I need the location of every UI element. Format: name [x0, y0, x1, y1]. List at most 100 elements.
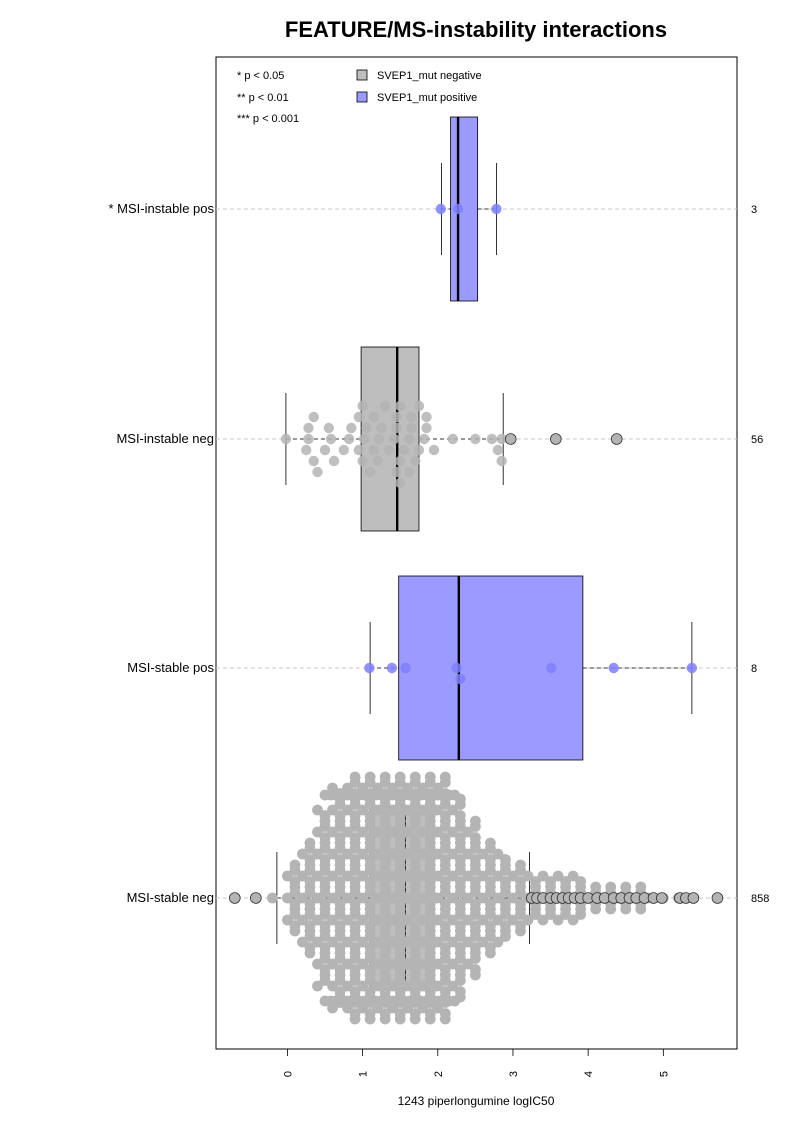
data-point: [454, 843, 466, 854]
data-point: [462, 892, 474, 904]
data-point: [357, 980, 369, 992]
group-labels: * MSI-instable pos 3 MSI-instable neg 56 MSI…: [109, 201, 770, 905]
x-axis: 0 1 2 3 4 5: [282, 1048, 670, 1077]
data-point: [282, 914, 293, 926]
data-point: [424, 854, 436, 865]
data-point: [327, 804, 338, 816]
data-point: [439, 832, 451, 843]
data-point: [394, 865, 406, 876]
data-point: [492, 936, 504, 948]
x-tick-label: 3: [508, 1071, 520, 1077]
group-count: 56: [751, 434, 763, 446]
data-point: [469, 942, 481, 953]
data-point: [394, 1008, 406, 1019]
data-point: [485, 876, 496, 887]
data-point: [364, 898, 376, 909]
data-point: [409, 931, 421, 942]
data-point: [507, 892, 519, 904]
data-point: [435, 203, 446, 215]
data-point: [424, 953, 436, 964]
data-point: [342, 980, 353, 992]
data-point: [349, 777, 361, 788]
data-point: [486, 433, 498, 445]
data-point: [447, 804, 459, 816]
data-point: [394, 909, 406, 920]
data-point: [409, 975, 421, 986]
data-point: [312, 870, 323, 882]
data-point: [334, 799, 346, 810]
data-point: [364, 821, 376, 832]
data-point: [327, 980, 338, 992]
data-point: [469, 887, 481, 898]
data-point: [409, 832, 421, 843]
data-point: [349, 887, 361, 898]
data-point: [297, 870, 308, 882]
data-point: [289, 887, 301, 898]
data-point: [424, 975, 436, 986]
data-point: [439, 777, 451, 788]
data-point: [379, 931, 391, 942]
legend-label-positive: SVEP1_mut positive: [377, 92, 477, 104]
data-point: [357, 804, 369, 816]
data-point: [358, 433, 370, 445]
data-point: [297, 892, 308, 904]
data-point: [379, 400, 391, 412]
data-point: [500, 920, 511, 931]
data-point: [379, 986, 391, 997]
data-point: [469, 964, 481, 975]
data-point: [413, 444, 425, 456]
data-point: [447, 848, 459, 860]
data-point: [545, 876, 556, 887]
data-point: [319, 887, 331, 898]
data-point: [304, 942, 316, 953]
data-point: [485, 909, 496, 920]
data-point: [432, 936, 444, 948]
data-point: [409, 986, 421, 997]
data-point: [439, 975, 451, 986]
data-point: [447, 958, 459, 970]
data-point: [364, 799, 376, 810]
data-point: [507, 870, 519, 882]
data-point: [364, 964, 376, 975]
data-point: [297, 848, 308, 860]
data-point: [376, 422, 387, 434]
data-point: [391, 466, 402, 478]
legend-label-negative: SVEP1_mut negative: [377, 70, 482, 82]
data-point: [349, 876, 361, 887]
data-point: [492, 444, 504, 456]
data-point: [334, 887, 346, 898]
data-point: [492, 870, 504, 882]
data-point: [485, 854, 496, 865]
data-point: [394, 931, 406, 942]
data-point: [372, 892, 384, 904]
data-point: [319, 909, 331, 920]
data-point: [364, 975, 376, 986]
data-point: [552, 870, 564, 882]
data-point: [304, 920, 316, 931]
outlier-point: [550, 433, 562, 445]
data-point: [394, 953, 406, 964]
data-point: [301, 444, 312, 456]
data-point: [406, 422, 417, 434]
data-point: [312, 958, 323, 970]
data-point: [342, 826, 353, 838]
data-point: [424, 832, 436, 843]
data-point: [500, 865, 511, 876]
data-point: [364, 931, 376, 942]
data-point: [469, 909, 481, 920]
data-point: [325, 433, 337, 445]
data-point: [454, 799, 466, 810]
data-point: [439, 843, 451, 854]
data-point: [469, 953, 481, 964]
data-point: [394, 477, 406, 489]
data-point: [280, 433, 292, 445]
data-point: [462, 958, 474, 970]
data-point: [492, 892, 504, 904]
data-point: [319, 821, 331, 832]
data-point: [424, 920, 436, 931]
data-point: [357, 914, 369, 926]
significance-legend: * p < 0.05 ** p < 0.01 *** p < 0.001: [237, 70, 299, 125]
data-point: [368, 444, 380, 456]
data-point: [334, 909, 346, 920]
